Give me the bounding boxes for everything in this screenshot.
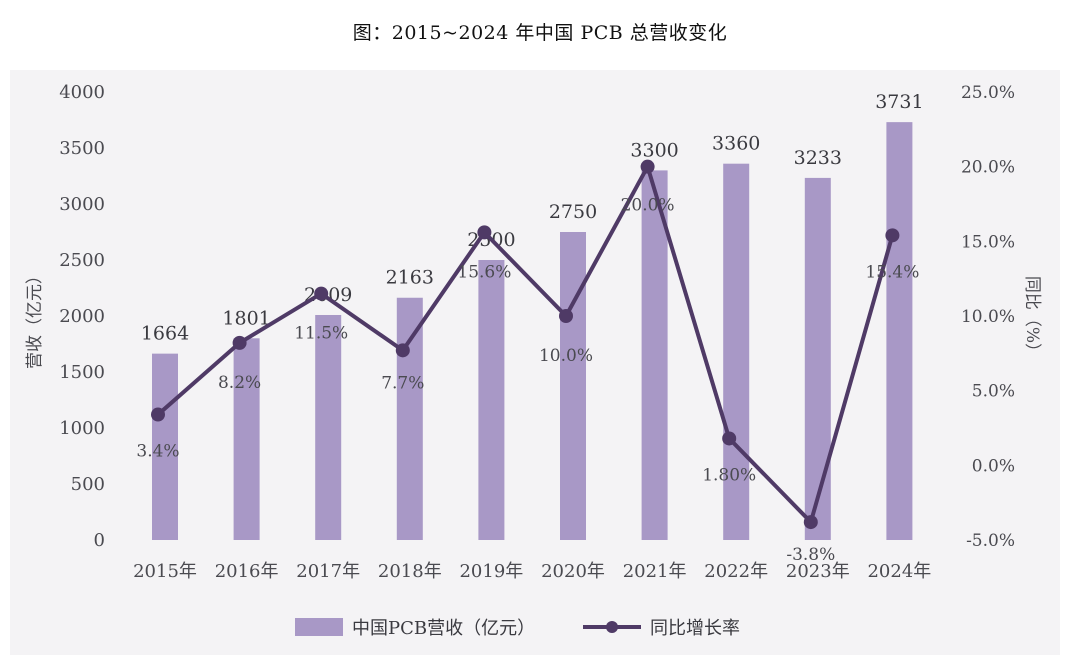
x-tick-label: 2021年 — [623, 561, 687, 582]
left-tick-label: 0 — [94, 530, 105, 551]
growth-value-label: 20.0% — [621, 196, 675, 216]
growth-value-label: 10.0% — [539, 346, 593, 366]
x-tick-label: 2015年 — [133, 561, 197, 582]
bar — [560, 232, 586, 540]
growth-point — [314, 286, 329, 301]
growth-point — [232, 335, 247, 350]
growth-line-series — [151, 159, 900, 530]
growth-value-label: 15.4% — [865, 262, 919, 282]
legend-line-label: 同比增长率 — [650, 618, 740, 639]
growth-value-label: -3.8% — [786, 545, 835, 565]
bar-value-label: 2163 — [386, 267, 434, 289]
growth-line — [156, 164, 895, 525]
right-tick-label: 5.0% — [972, 382, 1015, 402]
bar — [233, 338, 260, 540]
bar — [315, 314, 342, 540]
bar — [152, 353, 178, 540]
growth-point — [151, 407, 165, 422]
growth-value-label: 11.5% — [294, 324, 348, 344]
left-tick-label: 4000 — [59, 82, 105, 103]
left-tick-label: 1000 — [59, 418, 105, 439]
chart-panel — [10, 70, 1060, 655]
right-axis-ticks: -5.0% 0.0% 5.0% 10.0% 15.0% 20.0% 25.0% — [961, 83, 1015, 551]
bar — [804, 177, 831, 541]
figure-caption: 图：2015~2024 年中国 PCB 总营收变化 — [352, 22, 728, 44]
bar-value-label: 3731 — [875, 91, 923, 113]
growth-value-label: 8.2% — [218, 373, 261, 393]
right-tick-label: 15.0% — [961, 232, 1015, 252]
growth-value-label: 15.6% — [457, 262, 511, 282]
legend-bar-swatch — [295, 618, 343, 636]
x-tick-label: 2022年 — [704, 561, 768, 582]
legend-line-marker — [606, 621, 618, 633]
growth-value-labels: 3.4% 8.2% 11.5% 7.7% 15.6% 10.0% 20.0% 1.80% -3.… — [136, 196, 919, 565]
bar — [723, 163, 750, 540]
left-tick-label: 2000 — [59, 306, 105, 327]
left-tick-label: 2500 — [59, 250, 105, 271]
left-tick-label: 3000 — [59, 194, 105, 215]
bar-series — [152, 122, 913, 541]
growth-point — [640, 159, 655, 174]
left-tick-label: 3500 — [59, 138, 105, 159]
legend-bar-label: 中国PCB营收（亿元） — [352, 618, 535, 639]
growth-point — [559, 309, 573, 323]
bar-value-label: 3233 — [794, 147, 842, 169]
bar — [478, 260, 505, 540]
bar — [396, 297, 423, 540]
x-tick-label: 2024年 — [867, 561, 931, 582]
bar — [641, 170, 668, 540]
growth-value-label: 3.4% — [136, 442, 179, 462]
growth-point — [885, 228, 900, 243]
x-tick-label: 2020年 — [541, 561, 605, 582]
bar-value-label: 1664 — [141, 323, 189, 345]
bar-value-label: 2009 — [304, 284, 352, 306]
x-tick-label: 2016年 — [215, 561, 279, 582]
growth-point — [722, 431, 737, 446]
growth-point — [395, 343, 410, 358]
x-axis-ticks: 2015年 2016年 2017年 2018年 2019年 2020年 2021年 2022年… — [133, 561, 931, 582]
x-tick-label: 2023年 — [786, 561, 850, 582]
bar-value-label: 2750 — [549, 201, 597, 223]
right-tick-label: 0.0% — [972, 456, 1015, 476]
bar-value-label: 3360 — [712, 133, 760, 155]
right-tick-label: 25.0% — [961, 83, 1015, 103]
x-tick-label: 2017年 — [296, 561, 360, 582]
left-tick-label: 1500 — [59, 362, 105, 383]
y-axis-right-title: 同比（%） — [1022, 276, 1042, 360]
right-tick-label: 20.0% — [961, 158, 1015, 178]
growth-value-label: 1.80% — [702, 465, 756, 485]
y-axis-left-title: 营收（亿元） — [25, 267, 45, 369]
left-axis-ticks: 0 500 1000 1500 2000 2500 3000 3500 4000 — [59, 82, 105, 551]
bar-value-label: 3300 — [630, 139, 678, 161]
right-tick-label: -5.0% — [966, 531, 1015, 551]
bar-value-label: 1801 — [222, 307, 270, 329]
growth-point — [803, 515, 818, 530]
left-tick-label: 500 — [71, 474, 105, 495]
legend: 中国PCB营收（亿元） 同比增长率 — [295, 618, 740, 639]
x-tick-label: 2018年 — [378, 561, 442, 582]
right-tick-label: 10.0% — [961, 307, 1015, 327]
growth-value-label: 7.7% — [381, 373, 424, 393]
x-tick-label: 2019年 — [459, 561, 523, 582]
growth-point — [477, 225, 492, 240]
bar — [886, 122, 913, 541]
